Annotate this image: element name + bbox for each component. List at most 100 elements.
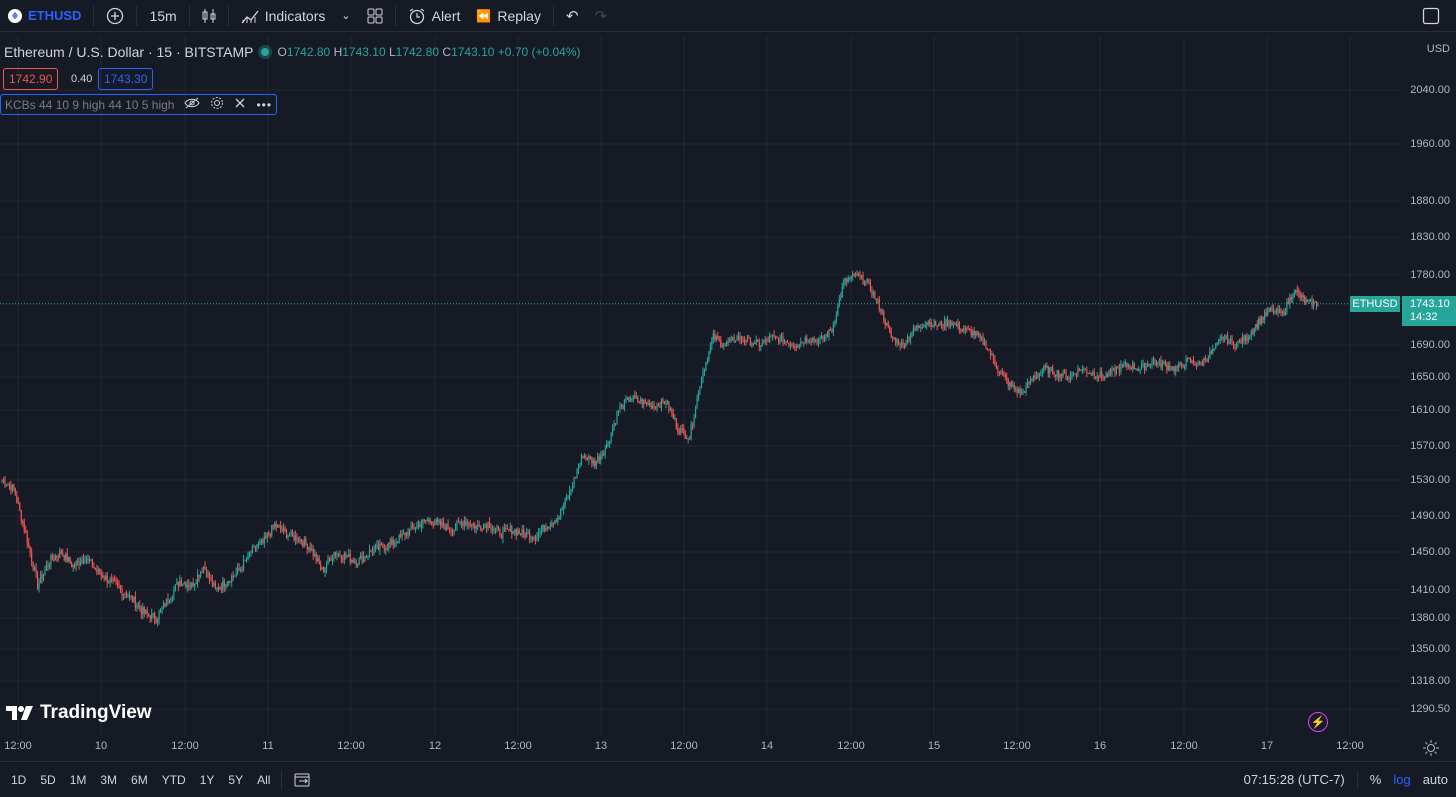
candle-body (31, 552, 33, 563)
indicators-button[interactable]: Indicators ⌄ (233, 0, 359, 32)
candle-body (654, 406, 657, 409)
candle-body (136, 605, 138, 608)
range-button-1d[interactable]: 1D (11, 772, 27, 787)
clock[interactable]: 07:15:28 (UTC-7) (1243, 772, 1345, 787)
candle-body (60, 550, 62, 554)
candle-body (97, 568, 99, 572)
close-icon[interactable] (234, 97, 246, 112)
candle-body (1179, 362, 1181, 364)
candle-body (502, 529, 504, 538)
candle-body (674, 418, 676, 420)
currency-selector[interactable]: USD (1426, 43, 1450, 55)
candle-body (197, 574, 199, 583)
candle-body (490, 528, 492, 530)
candle-body (743, 340, 746, 342)
candle-body (383, 547, 385, 551)
range-button-all[interactable]: All (257, 772, 271, 787)
redo-button[interactable]: ↷ (587, 0, 616, 32)
candle-body (63, 555, 65, 560)
range-button-5y[interactable]: 5Y (228, 772, 244, 787)
candle-body (114, 579, 116, 582)
more-options-icon[interactable]: ••• (256, 97, 273, 112)
chart-type-button[interactable] (194, 0, 224, 32)
candle-body (1124, 362, 1126, 365)
lightning-icon[interactable]: ⚡ (1308, 712, 1328, 732)
candle-body (660, 399, 663, 408)
symbol-search[interactable]: ETHUSD (0, 0, 89, 32)
candle-body (262, 540, 264, 543)
templates-button[interactable] (359, 0, 391, 32)
candle-body (491, 529, 494, 531)
tradingview-logo[interactable]: TradingView (6, 702, 152, 724)
candle-body (265, 536, 267, 538)
candle-body (1061, 374, 1063, 377)
candle-body (998, 371, 1000, 373)
goto-date-button[interactable] (286, 764, 320, 796)
settings-gear-icon[interactable] (210, 96, 224, 113)
candle-body (211, 578, 214, 586)
candle-body (623, 399, 626, 409)
candle-body (571, 486, 574, 490)
candle-body (915, 328, 917, 330)
range-button-1m[interactable]: 1M (69, 772, 87, 787)
candle-body (878, 299, 880, 310)
candle-body (951, 322, 953, 326)
candle-body (309, 547, 311, 551)
candle-body (890, 330, 892, 338)
interval-button[interactable]: 15m (149, 7, 177, 24)
candle-body (47, 565, 49, 567)
sell-button[interactable]: 1742.90 (3, 68, 59, 90)
candle-body (628, 397, 630, 402)
candle-body (1269, 308, 1272, 310)
range-button-5d[interactable]: 5D (40, 772, 56, 787)
alarm-clock-icon (409, 8, 424, 24)
candle-body (783, 341, 786, 344)
buy-button[interactable]: 1743.30 (98, 68, 154, 90)
settings-sun-icon[interactable] (1422, 739, 1440, 762)
candle-body (367, 555, 369, 557)
compare-button[interactable] (98, 0, 132, 32)
candle-body (105, 575, 107, 580)
range-button-3m[interactable]: 3M (100, 772, 118, 787)
price-axis[interactable]: USD 2040.00 1960.00 1880.00 1830.00 1780.00 1… (1400, 36, 1456, 736)
log-toggle[interactable]: log (1393, 772, 1411, 787)
candle-body (331, 557, 334, 561)
range-button-ytd[interactable]: YTD (161, 772, 186, 787)
candle-body (772, 334, 774, 337)
candle-body (973, 331, 975, 336)
candle-body (1, 480, 3, 482)
candle-body (727, 342, 729, 344)
candle-body (523, 529, 525, 534)
candle-body (222, 580, 224, 590)
auto-toggle[interactable]: auto (1422, 772, 1448, 787)
candle-body (902, 341, 904, 344)
alert-button[interactable]: Alert (400, 0, 469, 32)
price-chart[interactable] (0, 36, 1400, 736)
time-tick-label: 12:00 (1170, 740, 1198, 752)
candle-body (28, 543, 30, 546)
candle-body (235, 572, 237, 576)
fullscreen-button[interactable] (1414, 0, 1456, 32)
candle-body (909, 336, 912, 341)
candle-body (1181, 362, 1183, 366)
candle-body (339, 553, 341, 556)
time-axis[interactable]: 12:00 10 12:00 11 12:00 12 12:00 13 12:00 14 12:00… (0, 736, 1400, 760)
candle-body (687, 438, 689, 440)
candle-body (643, 399, 645, 405)
candle-body (1271, 307, 1273, 310)
candle-body (91, 559, 94, 568)
candle-body (1063, 371, 1066, 374)
top-toolbar: ETHUSD 15m Indicators ⌄ Alert ⏪ Replay ↶… (0, 0, 1456, 32)
candle-body (899, 344, 901, 346)
percent-toggle[interactable]: % (1369, 772, 1382, 787)
candle-body (480, 525, 482, 530)
range-button-6m[interactable]: 6M (131, 772, 148, 787)
range-button-1y[interactable]: 1Y (199, 772, 215, 787)
indicator-legend-kcbs[interactable]: KCBs 44 10 9 high 44 10 5 high ••• (0, 94, 278, 115)
undo-button[interactable]: ↶ (558, 0, 587, 32)
candle-body (570, 489, 572, 491)
candle-body (1265, 312, 1267, 316)
hide-eye-icon[interactable] (184, 97, 201, 112)
replay-button[interactable]: ⏪ Replay (468, 0, 549, 32)
candle-body (87, 558, 89, 560)
